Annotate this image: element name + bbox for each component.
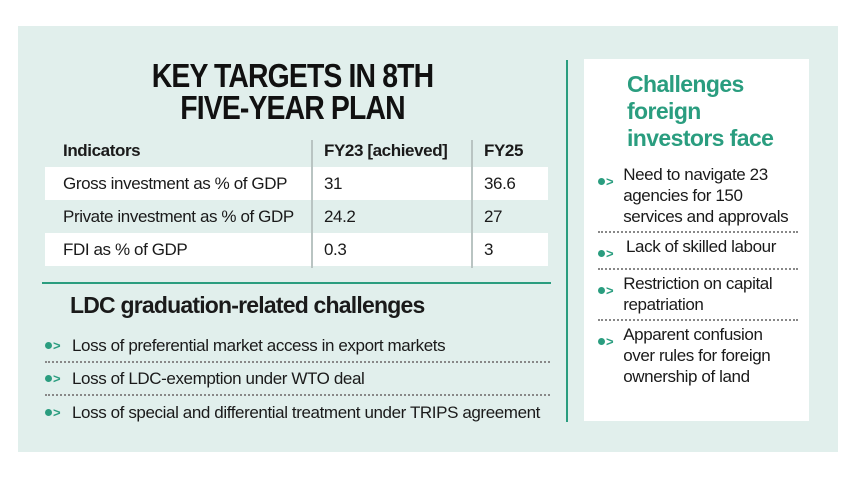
bullet-icon: > [45, 405, 63, 420]
bullet-icon: > [598, 171, 614, 192]
cell-fy25: 36.6 [484, 173, 516, 193]
vertical-divider [566, 60, 568, 422]
section-divider [42, 282, 551, 284]
table-header: Indicators FY23 [achieved] FY25 [45, 135, 548, 167]
cell-indicator: Gross investment as % of GDP [63, 173, 288, 193]
cell-fy23: 0.3 [324, 239, 347, 259]
list-item-text: Lack of skilled labour [626, 237, 776, 256]
list-item: > Loss of preferential market access in e… [45, 330, 550, 363]
column-divider [471, 140, 473, 268]
table-row: Gross investment as % of GDP 31 36.6 [45, 167, 548, 200]
list-item-text: Restriction on capital repatriation [623, 274, 773, 314]
cell-fy23: 31 [324, 173, 343, 193]
foreign-title: Challenges foreign investors face [627, 71, 774, 151]
targets-table: Indicators FY23 [achieved] FY25 Gross in… [45, 135, 548, 266]
column-divider [311, 140, 313, 268]
header-fy25: FY25 [484, 141, 524, 160]
foreign-list: > Need to navigate 23 agencies for 150 se… [598, 161, 798, 391]
list-item-text: Loss of preferential market access in ex… [72, 335, 446, 355]
main-title: KEY TARGETS IN 8TH FIVE-YEAR PLAN [151, 57, 434, 126]
list-item-text: Apparent confusion over rules for foreig… [623, 325, 771, 386]
bullet-icon: > [598, 243, 616, 264]
cell-fy25: 27 [484, 206, 503, 226]
cell-indicator: Private investment as % of GDP [63, 206, 294, 226]
list-item: > Loss of LDC-exemption under WTO deal [45, 363, 550, 396]
bullet-icon: > [598, 331, 614, 352]
list-item-text: Need to navigate 23 agencies for 150 ser… [623, 165, 789, 226]
list-item: > Lack of skilled labour [598, 233, 798, 270]
list-item-text: Loss of LDC-exemption under WTO deal [72, 368, 365, 388]
bullet-icon: > [598, 280, 614, 301]
list-item: > Loss of special and differential treatm… [45, 396, 550, 429]
list-item-text: Loss of special and differential treatme… [72, 402, 540, 422]
cell-fy25: 3 [484, 239, 494, 259]
cell-indicator: FDI as % of GDP [63, 239, 188, 259]
header-fy23: FY23 [achieved] [324, 141, 448, 160]
list-item: > Restriction on capital repatriation [598, 270, 798, 321]
foreign-investors-card: Challenges foreign investors face > Need … [584, 59, 809, 421]
bullet-icon: > [45, 338, 63, 353]
ldc-title: LDC graduation-related challenges [70, 292, 425, 318]
header-indicators: Indicators [63, 141, 141, 160]
ldc-list: > Loss of preferential market access in e… [45, 330, 550, 429]
bullet-icon: > [45, 371, 63, 386]
table-row: FDI as % of GDP 0.3 3 [45, 233, 548, 266]
table-row: Private investment as % of GDP 24.2 27 [45, 200, 548, 233]
cell-fy23: 24.2 [324, 206, 356, 226]
list-item: > Apparent confusion over rules for forei… [598, 321, 798, 391]
list-item: > Need to navigate 23 agencies for 150 se… [598, 161, 798, 233]
